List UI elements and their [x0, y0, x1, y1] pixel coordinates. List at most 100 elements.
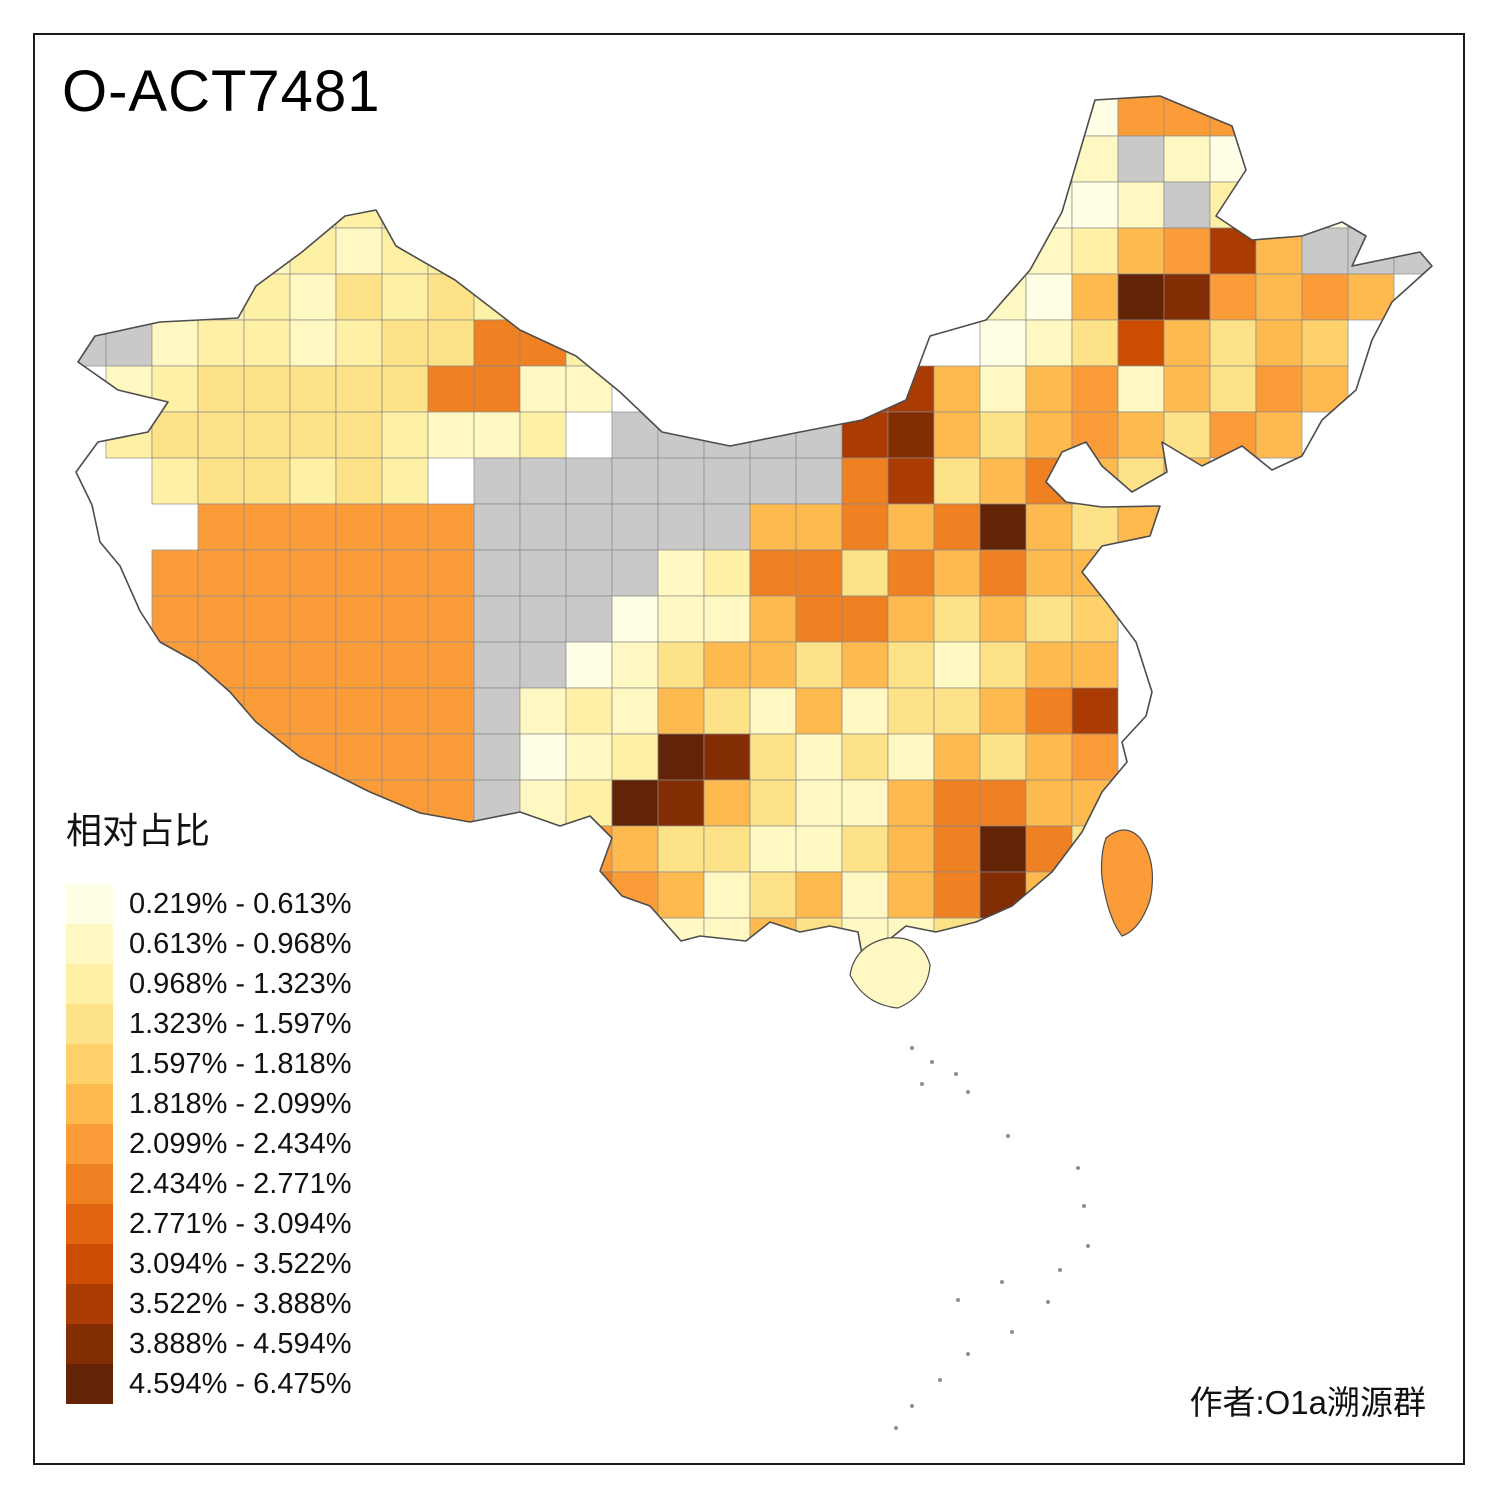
- prefecture-cell: [473, 411, 521, 459]
- prefecture-cell: [381, 641, 429, 689]
- prefecture-cell: [887, 457, 935, 505]
- prefecture-cell: [197, 273, 245, 321]
- prefecture-cell: [795, 917, 843, 965]
- prefecture-cell: [1255, 411, 1303, 459]
- prefecture-cell: [473, 549, 521, 597]
- prefecture-cell: [887, 411, 935, 459]
- prefecture-cell: [335, 733, 383, 781]
- sea-islet-dot: [894, 1426, 898, 1430]
- prefecture-cell: [887, 503, 935, 551]
- prefecture-cell: [381, 733, 429, 781]
- prefecture-cell: [1301, 181, 1349, 229]
- prefecture-cell: [933, 871, 981, 919]
- sea-islet-dot: [1000, 1280, 1004, 1284]
- taiwan-island: [1100, 829, 1154, 937]
- prefecture-cell: [243, 227, 291, 275]
- prefecture-cell: [703, 457, 751, 505]
- prefecture-cell: [1025, 503, 1073, 551]
- sea-islet-dot: [966, 1090, 970, 1094]
- prefecture-cell: [749, 687, 797, 735]
- prefecture-cell: [841, 687, 889, 735]
- prefecture-cell: [841, 871, 889, 919]
- prefecture-cell: [749, 411, 797, 459]
- sea-islet-dot: [1086, 1244, 1090, 1248]
- prefecture-cell: [519, 457, 567, 505]
- prefecture-cell: [1117, 319, 1165, 367]
- prefecture-cell: [197, 687, 245, 735]
- prefecture-cell: [1255, 273, 1303, 321]
- prefecture-cell: [887, 549, 935, 597]
- prefecture-cell: [933, 825, 981, 873]
- sea-islet-dot: [966, 1352, 970, 1356]
- prefecture-cell: [519, 825, 567, 873]
- prefecture-cell: [979, 871, 1027, 919]
- attribution: 作者:O1a溯源群: [1189, 1384, 1426, 1421]
- prefecture-cell: [335, 227, 383, 275]
- sea-islet-dot: [954, 1072, 958, 1076]
- prefecture-cell: [565, 733, 613, 781]
- legend-item: 2.099% - 2.434%: [66, 1124, 351, 1164]
- prefecture-cell: [381, 273, 429, 321]
- sea-islet-dot: [1058, 1268, 1062, 1272]
- prefecture-cell: [381, 411, 429, 459]
- prefecture-cell: [1071, 96, 1119, 137]
- prefecture-cell: [795, 733, 843, 781]
- prefecture-cell: [887, 595, 935, 643]
- prefecture-cell: [197, 457, 245, 505]
- prefecture-cell: [427, 273, 475, 321]
- prefecture-cell: [381, 503, 429, 551]
- prefecture-cell: [933, 227, 981, 275]
- prefecture-cell: [657, 779, 705, 827]
- prefecture-cell: [243, 503, 291, 551]
- prefecture-cell: [933, 411, 981, 459]
- prefecture-cell: [381, 595, 429, 643]
- legend-swatch: [66, 1364, 113, 1404]
- prefecture-cell: [427, 411, 475, 459]
- legend-item: 4.594% - 6.475%: [66, 1364, 351, 1404]
- prefecture-cell: [795, 641, 843, 689]
- prefecture-cell: [1071, 641, 1119, 689]
- prefecture-cell: [657, 871, 705, 919]
- prefecture-cell: [335, 365, 383, 413]
- prefecture-cell: [841, 503, 889, 551]
- prefecture-cell: [1255, 365, 1303, 413]
- prefecture-cell: [519, 503, 567, 551]
- prefecture-cell: [1117, 503, 1165, 551]
- sea-islet-dot: [1046, 1300, 1050, 1304]
- prefecture-cell: [1071, 319, 1119, 367]
- prefecture-cell: [979, 687, 1027, 735]
- sea-islet-dot: [1076, 1166, 1080, 1170]
- prefecture-cell: [703, 733, 751, 781]
- prefecture-cell: [427, 687, 475, 735]
- prefecture-cell: [243, 411, 291, 459]
- prefecture-cell: [887, 733, 935, 781]
- prefecture-cell: [151, 457, 199, 505]
- prefecture-cell: [1209, 135, 1257, 183]
- prefecture-cell: [1071, 595, 1119, 643]
- prefecture-cell: [381, 457, 429, 505]
- sea-islet-dot: [910, 1046, 914, 1050]
- prefecture-cell: [151, 595, 199, 643]
- legend-swatch: [66, 1244, 113, 1284]
- legend-label: 1.818% - 2.099%: [129, 1087, 352, 1120]
- prefecture-cell: [1025, 595, 1073, 643]
- prefecture-cell: [703, 595, 751, 643]
- prefecture-cell: [519, 779, 567, 827]
- prefecture-cell: [611, 595, 659, 643]
- prefecture-cell: [197, 411, 245, 459]
- prefecture-cell: [1071, 687, 1119, 735]
- prefecture-cell: [151, 365, 199, 413]
- prefecture-cell: [565, 595, 613, 643]
- prefecture-cell: [657, 411, 705, 459]
- prefecture-cell: [795, 411, 843, 459]
- prefecture-cell: [1209, 227, 1257, 275]
- prefecture-cell: [473, 733, 521, 781]
- prefecture-cell: [657, 641, 705, 689]
- sea-islet-dot: [1010, 1330, 1014, 1334]
- prefecture-cell: [1255, 227, 1303, 275]
- prefecture-cell: [1255, 135, 1303, 183]
- prefecture-cell: [841, 457, 889, 505]
- prefecture-cell: [565, 641, 613, 689]
- legend-item: 1.818% - 2.099%: [66, 1084, 351, 1124]
- prefecture-cell: [197, 595, 245, 643]
